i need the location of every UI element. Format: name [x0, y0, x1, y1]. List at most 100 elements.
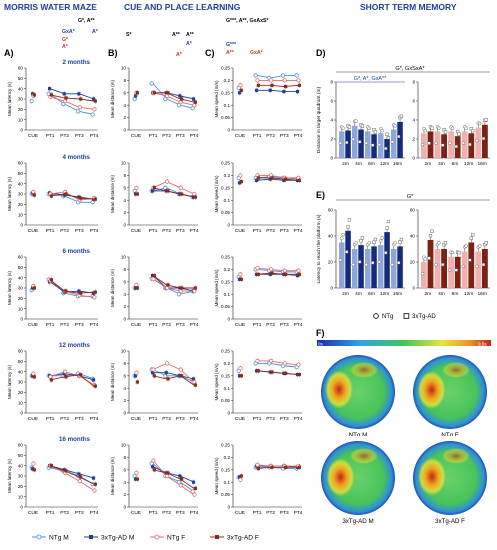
data-point	[75, 109, 81, 114]
legend-ntg-label: NTg	[382, 314, 393, 320]
x-tick-label: PT4	[294, 228, 303, 234]
y-axis-label: Mean speed (m/s)	[214, 269, 219, 306]
scatter-point	[475, 264, 479, 269]
data-point	[79, 373, 83, 377]
row-age-label: 2 months	[62, 59, 90, 66]
series-line	[153, 190, 195, 198]
scatter-point	[468, 142, 472, 147]
data-point	[133, 94, 138, 98]
y-tick-label: 40	[18, 181, 24, 186]
bar	[475, 251, 482, 288]
y-axis-label: Mean distance (m)	[110, 269, 115, 308]
scatter-point	[393, 124, 397, 128]
data-point	[284, 177, 288, 181]
scatter-point	[380, 236, 384, 240]
x-tick-label: PT3	[176, 228, 185, 234]
y-tick-label: 0.1	[224, 198, 231, 203]
bar	[378, 245, 384, 288]
series-line	[49, 94, 95, 102]
heatmap-hotspot	[418, 457, 446, 496]
x-tick-label: PT3	[280, 133, 289, 139]
x-tick-label: PT4	[294, 322, 303, 328]
bar	[384, 232, 390, 288]
x-tick-label: PT4	[294, 510, 303, 516]
x-tick-label: PT4	[90, 416, 99, 422]
data-point	[92, 295, 97, 300]
data-point	[239, 474, 243, 478]
x-tick-label: CUE	[131, 416, 141, 422]
heatmap-label: NTg F	[441, 432, 458, 439]
data-point	[282, 178, 286, 182]
x-tick-label: CUE	[235, 510, 245, 516]
stats-b: S* A** A** A* A*	[126, 32, 195, 58]
series-line	[49, 279, 94, 297]
y-tick-label: 0.2	[224, 455, 231, 460]
y-tick-label: 6	[123, 185, 126, 190]
series-line	[152, 92, 195, 106]
series-line	[49, 465, 95, 479]
y-tick-label: 0.05	[221, 210, 230, 215]
x-tick-label: 6m	[452, 161, 459, 167]
data-point	[239, 374, 243, 378]
data-point	[239, 277, 243, 281]
y-tick-label: 20	[18, 484, 24, 489]
scatter-point	[461, 264, 466, 269]
scatter-point	[481, 136, 486, 141]
data-point	[133, 374, 138, 378]
y-tick-label: 10	[121, 66, 127, 71]
scatter-point	[475, 138, 479, 143]
data-point	[93, 384, 97, 388]
x-tick-label: 2m	[342, 291, 349, 297]
y-tick-label: 0	[123, 128, 126, 133]
data-point	[165, 93, 170, 98]
x-tick-label: PT1	[46, 133, 55, 139]
x-tick-label: CUE	[131, 322, 141, 328]
data-point	[178, 367, 183, 372]
x-tick-label: PT3	[176, 133, 185, 139]
data-point	[191, 97, 196, 101]
data-point	[178, 185, 183, 190]
data-point	[270, 271, 274, 275]
series-line	[256, 370, 299, 376]
data-point	[135, 477, 139, 481]
data-point	[133, 477, 138, 481]
x-tick-label: 2m	[424, 291, 431, 297]
panel-label-a: A)	[4, 48, 14, 58]
scatter-point	[454, 144, 458, 149]
y-tick-label: 0	[412, 286, 415, 291]
scatter-point	[384, 146, 388, 151]
y-tick-label: 60	[18, 443, 24, 448]
data-point	[282, 89, 286, 94]
x-tick-label: 6m	[368, 291, 375, 297]
series-line	[49, 193, 95, 200]
x-tick-label: PT1	[46, 416, 55, 422]
y-axis-label: Mean distance (m)	[110, 457, 115, 496]
data-point	[134, 282, 139, 287]
data-point	[91, 291, 96, 295]
scatter-point	[420, 271, 425, 276]
x-tick-label: 16m	[478, 291, 487, 297]
y-tick-label: 0.15	[221, 373, 230, 378]
y-tick-label: 50	[18, 171, 24, 176]
y-tick-label: 0.1	[224, 103, 231, 108]
heatmap-scale-min: 0s	[318, 342, 324, 347]
scatter-point	[360, 236, 365, 240]
scatter-point	[434, 141, 438, 145]
data-point	[32, 193, 36, 197]
scatter-point	[345, 250, 349, 254]
y-tick-label: 4	[123, 198, 126, 203]
series-line	[153, 92, 195, 103]
x-tick-label: 12m	[464, 291, 473, 297]
scatter-point	[428, 234, 433, 238]
legend-label: 3xTg-AD F	[227, 534, 259, 541]
y-tick-label: 2	[412, 137, 415, 142]
series-line	[257, 362, 299, 368]
bar	[434, 131, 441, 158]
line-panel-c-3: 0 0.05 0.1 0.15 0.2 0.25 CUE PT1 PT2 PT3 PT4 Mean s…	[214, 349, 303, 422]
bar-panel-d: G*, GxSxA* G*, A*, GxA** Distance in targe…	[316, 66, 490, 167]
y-tick-label: 60	[18, 161, 24, 166]
y-tick-label: 2	[123, 115, 126, 120]
data-point	[297, 178, 301, 182]
y-tick-label: 0.1	[224, 480, 231, 485]
y-tick-label: 4	[330, 118, 333, 123]
